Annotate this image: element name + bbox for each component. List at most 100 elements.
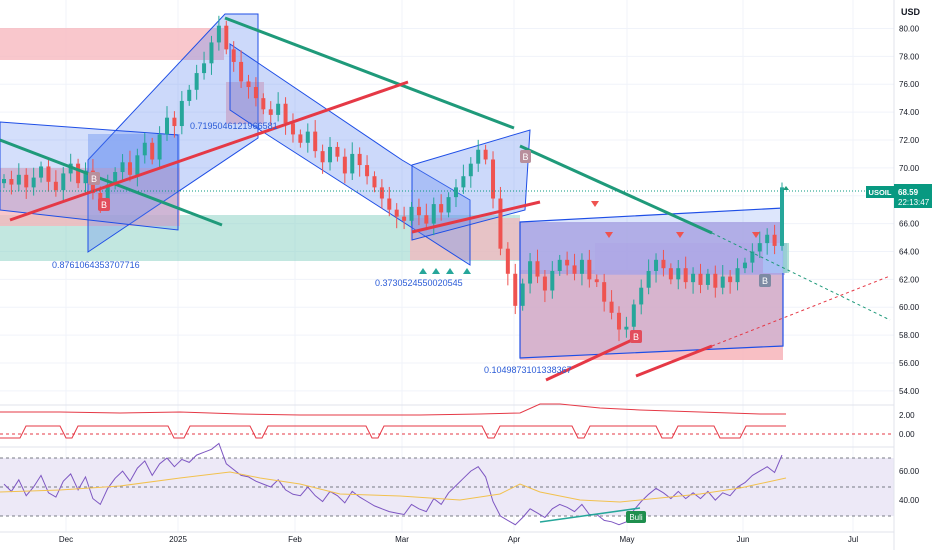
- time-label-feb: Feb: [288, 535, 302, 544]
- candle-body: [520, 283, 525, 306]
- candle: [728, 270, 733, 294]
- candle: [461, 164, 466, 194]
- time-label-jun: Jun: [737, 535, 750, 544]
- candle: [113, 167, 118, 190]
- price-ticks: 80.0078.0076.0074.0072.0070.0068.0066.00…: [899, 24, 920, 395]
- candle: [691, 267, 696, 294]
- candle-body: [276, 103, 281, 115]
- candle: [587, 249, 592, 288]
- candle: [305, 123, 310, 153]
- blue-channel-apr: [519, 207, 784, 359]
- candle: [53, 170, 58, 197]
- candle-body: [16, 174, 21, 185]
- rsi-ma-line: [0, 471, 787, 503]
- annotation-4: 0.1049873101338367: [484, 365, 572, 375]
- time-label-2025: 2025: [169, 535, 187, 544]
- price-tick-label: 64.00: [899, 247, 920, 256]
- candle-body: [113, 172, 118, 185]
- trend-line-may-dash: [711, 275, 891, 347]
- candle-body: [231, 49, 236, 62]
- candle-body: [335, 146, 340, 157]
- candle: [402, 206, 407, 230]
- candle-body: [654, 259, 659, 271]
- candle: [772, 224, 777, 255]
- candle: [661, 249, 666, 277]
- candle-body: [165, 117, 170, 135]
- candle: [61, 166, 66, 202]
- candle: [602, 273, 607, 312]
- candle-body: [757, 243, 762, 252]
- price-axis[interactable]: USD 80.0078.0076.0074.0072.0070.0068.006…: [866, 0, 932, 550]
- down-triangles: [591, 201, 760, 238]
- price-tick-label: 62.00: [899, 275, 920, 284]
- candle: [668, 263, 673, 285]
- candle: [328, 137, 333, 171]
- candle: [498, 186, 503, 256]
- candle: [609, 290, 614, 320]
- buy-label: Buli: [626, 511, 646, 523]
- trend-line-mar-up: [411, 200, 541, 234]
- candle-body: [646, 270, 651, 288]
- candle-body: [46, 166, 51, 182]
- candle: [276, 92, 281, 122]
- candle-body: [713, 273, 718, 288]
- candle-body: [313, 131, 318, 152]
- time-label-jul: Jul: [848, 535, 858, 544]
- candle: [372, 171, 377, 193]
- candle-body: [24, 174, 29, 188]
- rsi-line: [3, 442, 783, 526]
- candle: [231, 41, 236, 72]
- price-tick-label: 76.00: [899, 80, 920, 89]
- candle-body: [602, 282, 607, 302]
- blue-channel-jan: [87, 13, 259, 253]
- candle-body: [179, 100, 184, 127]
- b-marker-dec-2: B: [88, 172, 100, 185]
- indicator-red-line: [0, 403, 786, 416]
- candle-body: [453, 187, 458, 198]
- candle-body: [565, 259, 570, 266]
- candle-body: [2, 179, 6, 184]
- candle-body: [505, 248, 510, 274]
- candle: [424, 203, 429, 231]
- candle-body: [468, 163, 473, 177]
- svg-text:B: B: [633, 332, 639, 342]
- price-tick-label: 58.00: [899, 331, 920, 340]
- indicator-tick-0: 0.00: [899, 430, 915, 439]
- candle-body: [698, 273, 703, 285]
- candle: [76, 158, 81, 189]
- candle-body: [542, 276, 547, 291]
- candle: [505, 242, 510, 286]
- price-tag[interactable]: USOIL 68.59 22:13:47: [866, 184, 932, 208]
- candle: [283, 97, 288, 135]
- time-axis[interactable]: Dec 2025 Feb Mar Apr May Jun Jul: [0, 531, 894, 544]
- candle: [313, 120, 318, 158]
- trend-line-dec-down: [0, 138, 223, 227]
- candle: [520, 278, 525, 311]
- candle-body: [253, 87, 258, 99]
- candle-body: [53, 181, 58, 191]
- candle-body: [61, 173, 66, 191]
- price-tick-label: 60.00: [899, 303, 920, 312]
- candle: [698, 263, 703, 294]
- candle-body: [261, 98, 266, 110]
- candle-body: [639, 287, 644, 305]
- candle-body: [498, 198, 503, 249]
- currency-label: USD: [901, 7, 921, 17]
- b-marker-dec: B: [98, 198, 110, 211]
- candle: [261, 93, 266, 115]
- green-box-jun: [783, 243, 789, 273]
- candle-body: [728, 276, 733, 283]
- candle: [394, 203, 399, 229]
- candle-body: [720, 276, 725, 288]
- candle: [127, 150, 132, 182]
- candle-body: [461, 176, 466, 188]
- candle-body: [98, 192, 103, 202]
- candle: [557, 254, 562, 276]
- candle-body: [209, 42, 214, 64]
- candle-body: [705, 273, 710, 285]
- candle-body: [579, 259, 584, 274]
- candle: [616, 306, 621, 342]
- candle-body: [172, 117, 177, 127]
- candle-body: [239, 61, 244, 82]
